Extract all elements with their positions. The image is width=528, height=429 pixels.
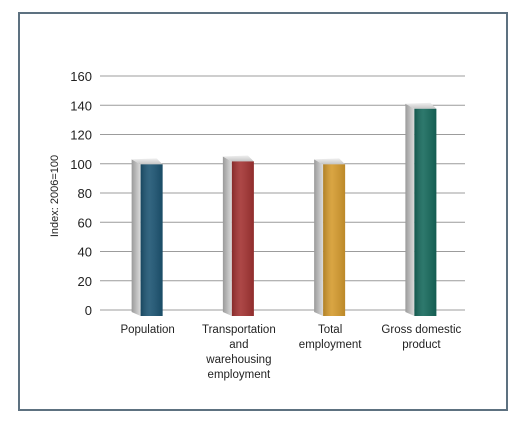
bar-shading [414,108,437,316]
bar [314,158,346,316]
y-tick-label: 160 [70,69,92,84]
category-label-line: Gross domestic [381,324,461,336]
y-tick-label: 120 [70,128,92,143]
category-label-line: employment [299,339,362,351]
bar-top [405,102,437,109]
bar-side [314,159,324,316]
category-label-line: Transportation [202,324,276,336]
category-label-line: warehousing [205,354,271,366]
y-tick-label: 140 [70,98,92,113]
bar [131,158,163,316]
category-label-line: Total [318,324,342,336]
bar-top [222,155,254,162]
bar [405,102,437,316]
category-label: Gross domestic product [381,324,461,351]
bar-side [405,103,415,316]
bar-side [131,159,141,316]
category-label: Transportation and warehousing employment [202,324,276,381]
bar-shading [231,161,254,316]
bar [222,155,254,316]
y-tick-label: 100 [70,157,92,172]
y-tick-label: 40 [78,245,92,260]
bar-top [131,158,163,165]
y-tick-label: 0 [85,303,92,318]
category-label-line: and [229,339,248,351]
category-label: Total employment [299,324,362,351]
category-label-line: product [402,339,441,351]
category-label-line: employment [208,369,271,381]
y-tick-label: 20 [78,274,92,289]
y-tick-label: 60 [78,215,92,230]
category-label-line: Population [120,324,174,336]
y-tick-label: 80 [78,186,92,201]
category-label: Population [120,324,174,336]
y-axis-title: Index: 2006=100 [49,155,61,237]
bar-side [222,156,232,316]
bar-top [314,158,346,165]
bar-shading [140,164,163,316]
bar-shading [323,164,346,316]
